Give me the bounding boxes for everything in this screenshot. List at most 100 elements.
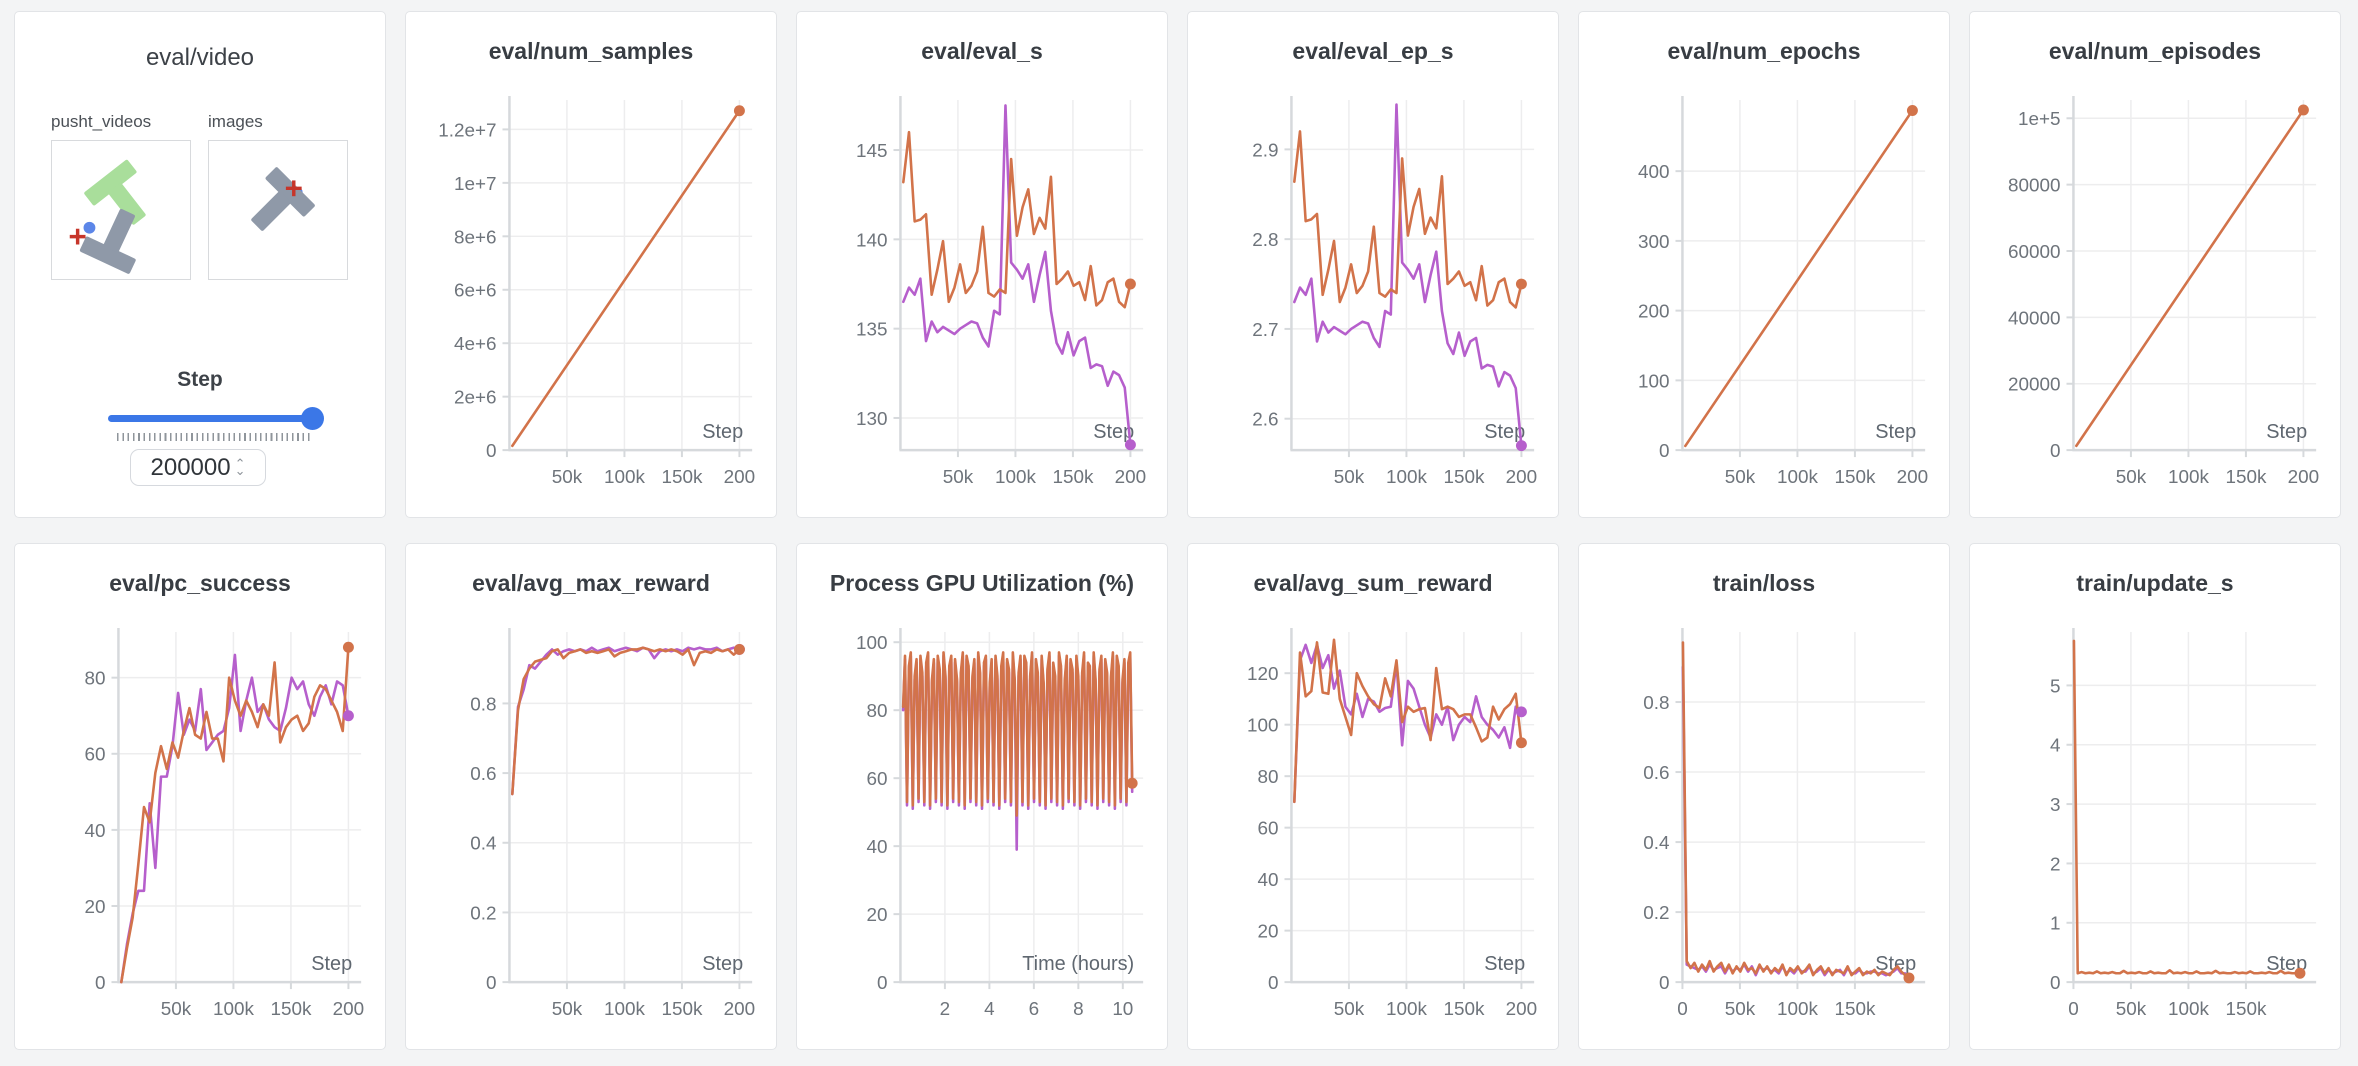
- chart-panel-eval-eval-s: eval/eval_s 50k 100k 150k 200 130 135 140 145 St…: [796, 11, 1168, 518]
- svg-text:0.8: 0.8: [1643, 693, 1669, 714]
- svg-text:2.6: 2.6: [1252, 410, 1278, 431]
- chart-panel-eval-eval-ep-s: eval/eval_ep_s 50k 100k 150k 200 2.6 2.7 2.8 2.…: [1187, 11, 1559, 518]
- svg-text:200: 200: [2288, 467, 2320, 488]
- svg-text:100: 100: [856, 633, 888, 654]
- svg-text:150k: 150k: [2225, 999, 2266, 1020]
- svg-text:100: 100: [1638, 371, 1670, 392]
- target-cross: [69, 228, 86, 245]
- line-chart[interactable]: 50k 100k 150k 200 0 0.2 0.4 0.6 0.8 Step: [406, 599, 776, 1039]
- svg-text:100k: 100k: [604, 999, 645, 1020]
- svg-text:0: 0: [2068, 999, 2079, 1020]
- chart-title: eval/avg_sum_reward: [1253, 570, 1493, 596]
- chart-title: eval/num_epochs: [1667, 38, 1861, 64]
- svg-text:100k: 100k: [213, 999, 254, 1020]
- slider-thumb[interactable]: [301, 407, 324, 430]
- svg-text:5: 5: [2050, 676, 2061, 697]
- svg-text:120: 120: [1247, 664, 1279, 685]
- gray-t-block: [251, 167, 315, 231]
- svg-text:150k: 150k: [1834, 999, 1875, 1020]
- svg-text:1: 1: [2050, 914, 2061, 935]
- stepper-up-icon[interactable]: ⌃: [234, 455, 246, 471]
- line-chart[interactable]: 50k 100k 150k 200 0 20 40 60 80 Step: [15, 599, 385, 1039]
- svg-text:2.9: 2.9: [1252, 140, 1278, 161]
- svg-text:200: 200: [1115, 467, 1147, 488]
- svg-text:80: 80: [1258, 767, 1279, 788]
- svg-text:20: 20: [1258, 922, 1279, 943]
- step-number-input[interactable]: 200000 ⌃ ⌄: [130, 449, 266, 486]
- chart-panel-eval-pc-success: eval/pc_success 50k 100k 150k 200 0 20 40 60 80 S…: [14, 543, 386, 1050]
- svg-text:0: 0: [2050, 973, 2061, 994]
- svg-text:150k: 150k: [1834, 467, 1875, 488]
- svg-text:50k: 50k: [1725, 467, 1756, 488]
- svg-text:0: 0: [877, 973, 888, 994]
- svg-text:20: 20: [867, 905, 888, 926]
- media-label-images: images: [208, 112, 263, 131]
- svg-text:Step: Step: [1875, 421, 1916, 443]
- svg-text:150k: 150k: [2225, 467, 2266, 488]
- media-panel-eval-video: eval/video pusht_videos images: [14, 11, 386, 518]
- pusht-env-thumbnail: [251, 167, 315, 231]
- panel-title: eval/video: [145, 44, 255, 71]
- svg-text:100k: 100k: [995, 467, 1036, 488]
- svg-text:50k: 50k: [552, 999, 583, 1020]
- step-value: 200000: [150, 453, 231, 481]
- line-chart[interactable]: 50k 100k 150k 200 2.6 2.7 2.8 2.9 Step: [1188, 67, 1558, 507]
- agent-dot: [83, 221, 96, 234]
- svg-text:100k: 100k: [2168, 467, 2209, 488]
- svg-text:140: 140: [856, 230, 888, 251]
- svg-text:6: 6: [1029, 999, 1040, 1020]
- svg-text:40000: 40000: [2008, 308, 2061, 329]
- svg-text:80000: 80000: [2008, 176, 2061, 197]
- svg-text:100k: 100k: [1386, 999, 1427, 1020]
- svg-text:50k: 50k: [2116, 467, 2147, 488]
- svg-text:135: 135: [856, 320, 888, 341]
- svg-text:0: 0: [1677, 999, 1688, 1020]
- svg-text:60: 60: [1258, 819, 1279, 840]
- svg-text:200: 200: [1506, 999, 1538, 1020]
- svg-text:100k: 100k: [604, 467, 645, 488]
- svg-text:50k: 50k: [1334, 999, 1365, 1020]
- line-chart[interactable]: 0 50k 100k 150k 0 0.2 0.4 0.6 0.8 Step: [1579, 599, 1949, 1039]
- svg-text:50k: 50k: [1334, 467, 1365, 488]
- svg-text:100k: 100k: [2168, 999, 2209, 1020]
- svg-text:40: 40: [1258, 870, 1279, 891]
- video-thumbnail-pusht[interactable]: [51, 140, 191, 280]
- svg-text:10: 10: [1112, 999, 1133, 1020]
- stepper-down-icon[interactable]: ⌄: [234, 462, 246, 478]
- svg-text:20000: 20000: [2008, 375, 2061, 396]
- svg-text:40: 40: [867, 837, 888, 858]
- svg-text:60: 60: [85, 745, 106, 766]
- step-slider[interactable]: [108, 406, 324, 430]
- svg-text:0.4: 0.4: [470, 834, 496, 855]
- svg-text:0: 0: [1659, 973, 1670, 994]
- stepper-arrows-icon[interactable]: ⌃ ⌄: [234, 455, 246, 478]
- slider-track[interactable]: [108, 415, 320, 422]
- svg-text:150k: 150k: [1443, 999, 1484, 1020]
- chart-title: eval/eval_ep_s: [1292, 38, 1454, 64]
- line-chart[interactable]: 50k 100k 150k 200 0 20 40 60 80 100 120 Step: [1188, 599, 1558, 1039]
- line-chart[interactable]: 50k 100k 150k 200 0 2e+6 4e+6 6e+6 8e+6 1e+7 1.2e+…: [406, 67, 776, 507]
- svg-text:150k: 150k: [1443, 467, 1484, 488]
- svg-text:3: 3: [2050, 795, 2061, 816]
- svg-text:Time (hours): Time (hours): [1022, 953, 1134, 975]
- svg-text:1.2e+7: 1.2e+7: [438, 120, 496, 141]
- svg-text:Step: Step: [1875, 953, 1916, 975]
- svg-text:0: 0: [486, 973, 497, 994]
- svg-text:2: 2: [2050, 854, 2061, 875]
- svg-text:200: 200: [724, 467, 756, 488]
- svg-text:80: 80: [85, 669, 106, 690]
- video-thumbnail-images[interactable]: [208, 140, 348, 280]
- media-label-pusht-videos: pusht_videos: [51, 112, 152, 131]
- svg-text:6e+6: 6e+6: [454, 281, 497, 302]
- chart-title: eval/pc_success: [109, 570, 291, 596]
- svg-text:50k: 50k: [552, 467, 583, 488]
- svg-text:150k: 150k: [661, 999, 702, 1020]
- svg-text:2e+6: 2e+6: [454, 388, 497, 409]
- line-chart[interactable]: 50k 100k 150k 200 0 20000 40000 60000 80000 1e+5 S…: [1970, 67, 2340, 507]
- svg-text:200: 200: [1897, 467, 1929, 488]
- svg-text:8e+6: 8e+6: [454, 227, 497, 248]
- line-chart[interactable]: 50k 100k 150k 200 0 100 200 300 400 Step: [1579, 67, 1949, 507]
- line-chart[interactable]: 50k 100k 150k 200 130 135 140 145 Step: [797, 67, 1167, 507]
